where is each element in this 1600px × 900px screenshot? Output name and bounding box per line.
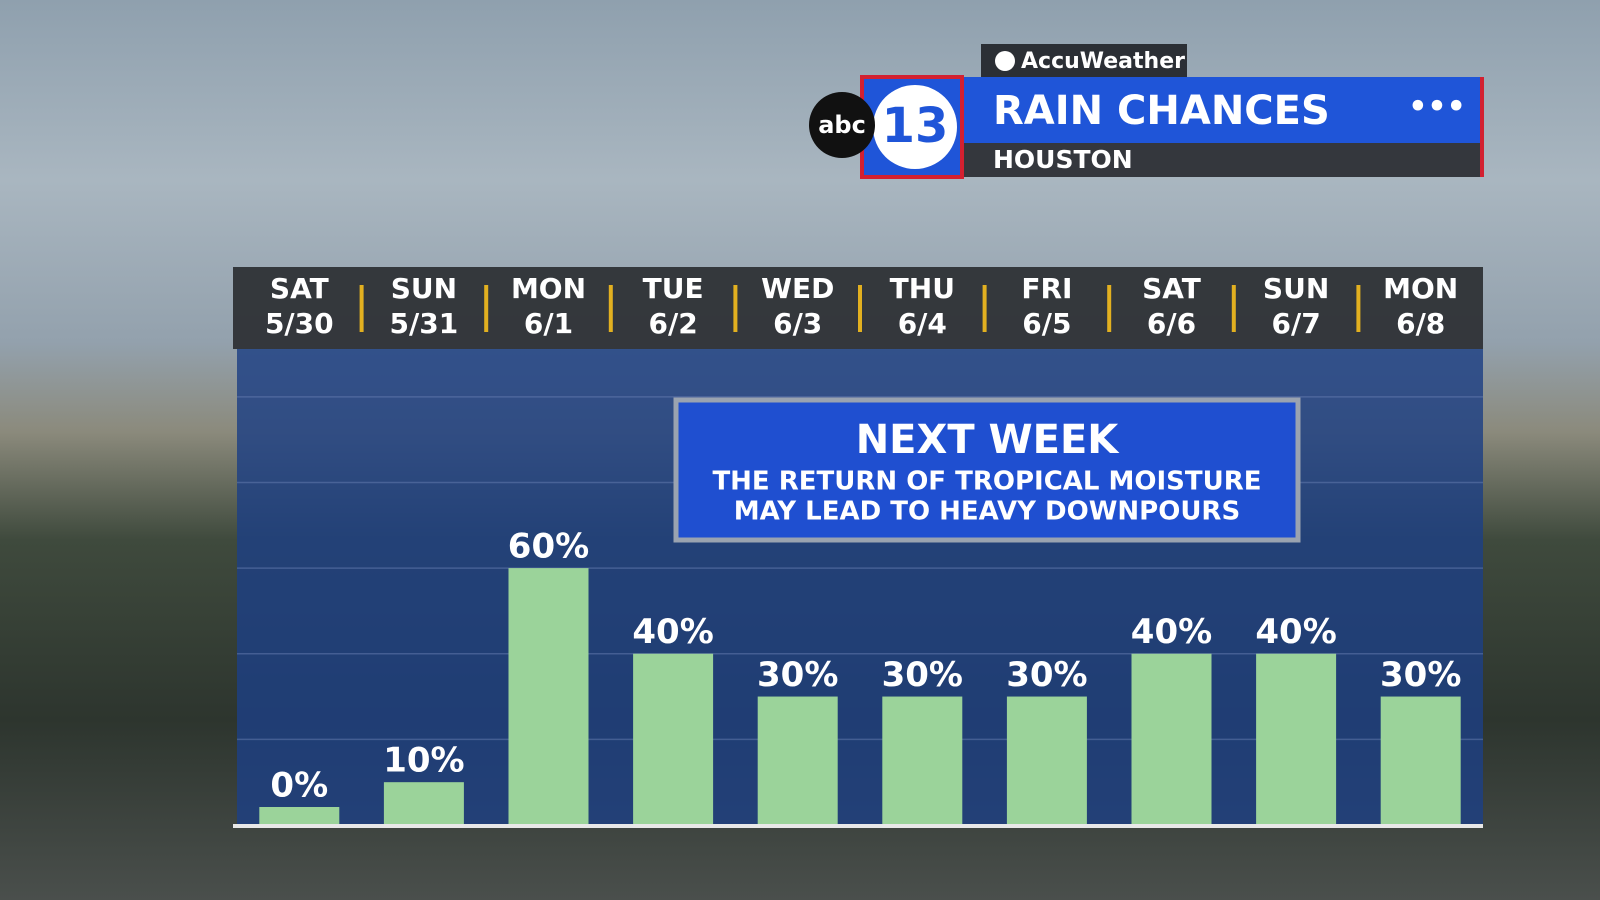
- logo-abc-circle: [809, 92, 875, 158]
- bar: [383, 782, 464, 825]
- annotation-line: MAY LEAD TO HEAVY DOWNPOURS: [734, 497, 1240, 527]
- menu-dots: •••: [1408, 90, 1466, 125]
- date-label: 6/6: [1147, 307, 1196, 340]
- bar: [757, 696, 838, 825]
- header-title: RAIN CHANCES: [993, 88, 1330, 134]
- brand-tab: [981, 44, 1187, 78]
- annotation-title: NEXT WEEK: [856, 417, 1121, 463]
- header-edge: [1480, 77, 1484, 177]
- value-label: 30%: [1006, 655, 1087, 695]
- bar: [1131, 653, 1212, 825]
- value-label: 40%: [632, 612, 713, 652]
- date-label: 6/8: [1396, 307, 1445, 340]
- value-label: 40%: [1131, 612, 1212, 652]
- day-label: SAT: [1142, 272, 1201, 305]
- bar: [259, 807, 340, 825]
- header-location: HOUSTON: [993, 145, 1133, 174]
- date-label: 6/2: [648, 307, 697, 340]
- day-label: SUN: [1263, 272, 1329, 305]
- baseline: [233, 824, 1483, 828]
- bar: [1380, 696, 1461, 825]
- date-label: 6/7: [1271, 307, 1320, 340]
- day-label: WED: [761, 272, 834, 305]
- day-label: MON: [1383, 272, 1458, 305]
- value-label: 40%: [1255, 612, 1336, 652]
- value-label: 60%: [508, 527, 589, 567]
- bar: [633, 653, 714, 825]
- logo-network: abc: [818, 111, 866, 139]
- day-label: THU: [890, 272, 955, 305]
- value-label: 0%: [270, 766, 328, 806]
- annotation-box: [673, 397, 1301, 543]
- day-label: MON: [511, 272, 586, 305]
- bar: [1256, 653, 1337, 825]
- bar: [882, 696, 963, 825]
- chart: SAT5/300%SUN5/3110%MON6/160%TUE6/240%WED…: [237, 272, 1483, 825]
- logo-13-circle: [873, 85, 957, 169]
- date-label: 6/1: [524, 307, 573, 340]
- day-label: SAT: [270, 272, 329, 305]
- value-label: 10%: [383, 741, 464, 781]
- date-label: 6/3: [773, 307, 822, 340]
- value-label: 30%: [757, 655, 838, 695]
- value-label: 30%: [1380, 655, 1461, 695]
- header-sub-bar: [962, 143, 1484, 177]
- date-label: 6/4: [898, 307, 947, 340]
- day-label: TUE: [643, 272, 704, 305]
- day-label: SUN: [391, 272, 457, 305]
- bar: [1006, 696, 1087, 825]
- date-label: 5/31: [390, 307, 459, 340]
- date-label: 6/5: [1022, 307, 1071, 340]
- date-label: 5/30: [265, 307, 334, 340]
- day-label: FRI: [1021, 272, 1072, 305]
- brand-icon: [995, 51, 1015, 71]
- brand: AccuWeather: [1021, 49, 1185, 74]
- logo-channel: 13: [882, 98, 949, 154]
- annotation-line: THE RETURN OF TROPICAL MOISTURE: [712, 467, 1261, 497]
- bar: [508, 568, 589, 825]
- value-label: 30%: [882, 655, 963, 695]
